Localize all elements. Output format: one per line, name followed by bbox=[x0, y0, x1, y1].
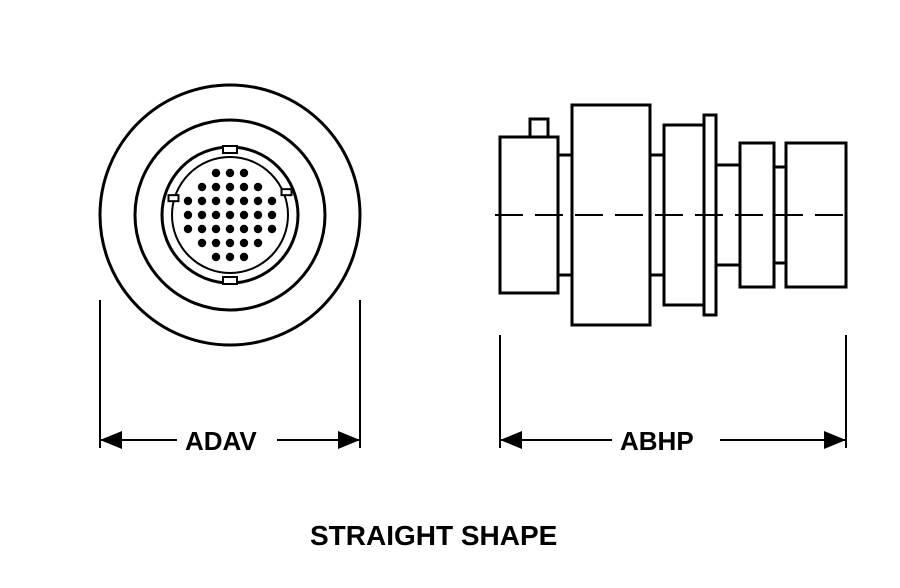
pin bbox=[226, 211, 234, 219]
pin bbox=[268, 197, 276, 205]
pin bbox=[240, 197, 248, 205]
pin bbox=[212, 211, 220, 219]
pin bbox=[254, 225, 262, 233]
pin bbox=[268, 211, 276, 219]
key-tab-top bbox=[223, 146, 237, 153]
key-tab-bottom bbox=[223, 277, 237, 284]
pin bbox=[254, 239, 262, 247]
pin bbox=[212, 253, 220, 261]
pin bbox=[184, 197, 192, 205]
pin bbox=[198, 183, 206, 191]
pin bbox=[212, 225, 220, 233]
technical-drawing-svg bbox=[0, 0, 900, 588]
diagram-canvas: STRAIGHT SHAPE ADAV ABHP bbox=[0, 0, 900, 588]
pin bbox=[226, 169, 234, 177]
arrowhead bbox=[824, 431, 846, 449]
notch-right bbox=[282, 189, 292, 195]
pin bbox=[212, 169, 220, 177]
pin bbox=[226, 239, 234, 247]
pin bbox=[254, 197, 262, 205]
pin bbox=[198, 211, 206, 219]
pin bbox=[240, 211, 248, 219]
pin bbox=[198, 197, 206, 205]
dimension-label-abhp: ABHP bbox=[620, 426, 694, 457]
pin bbox=[226, 225, 234, 233]
pin bbox=[212, 239, 220, 247]
bayonet-tab bbox=[530, 119, 548, 137]
pin bbox=[212, 197, 220, 205]
pin bbox=[184, 211, 192, 219]
pin bbox=[212, 183, 220, 191]
dimension-label-adav: ADAV bbox=[185, 426, 257, 457]
diagram-title: STRAIGHT SHAPE bbox=[310, 520, 557, 552]
pin bbox=[240, 239, 248, 247]
arrowhead bbox=[500, 431, 522, 449]
pin bbox=[226, 183, 234, 191]
notch-left bbox=[168, 195, 178, 201]
arrowhead bbox=[100, 431, 122, 449]
pin bbox=[198, 239, 206, 247]
pin bbox=[240, 225, 248, 233]
pin bbox=[184, 225, 192, 233]
pin bbox=[254, 211, 262, 219]
pin bbox=[226, 253, 234, 261]
pin bbox=[240, 169, 248, 177]
pin bbox=[268, 225, 276, 233]
pin bbox=[240, 183, 248, 191]
pin bbox=[198, 225, 206, 233]
pin bbox=[226, 197, 234, 205]
pin bbox=[240, 253, 248, 261]
pin bbox=[254, 183, 262, 191]
arrowhead bbox=[338, 431, 360, 449]
